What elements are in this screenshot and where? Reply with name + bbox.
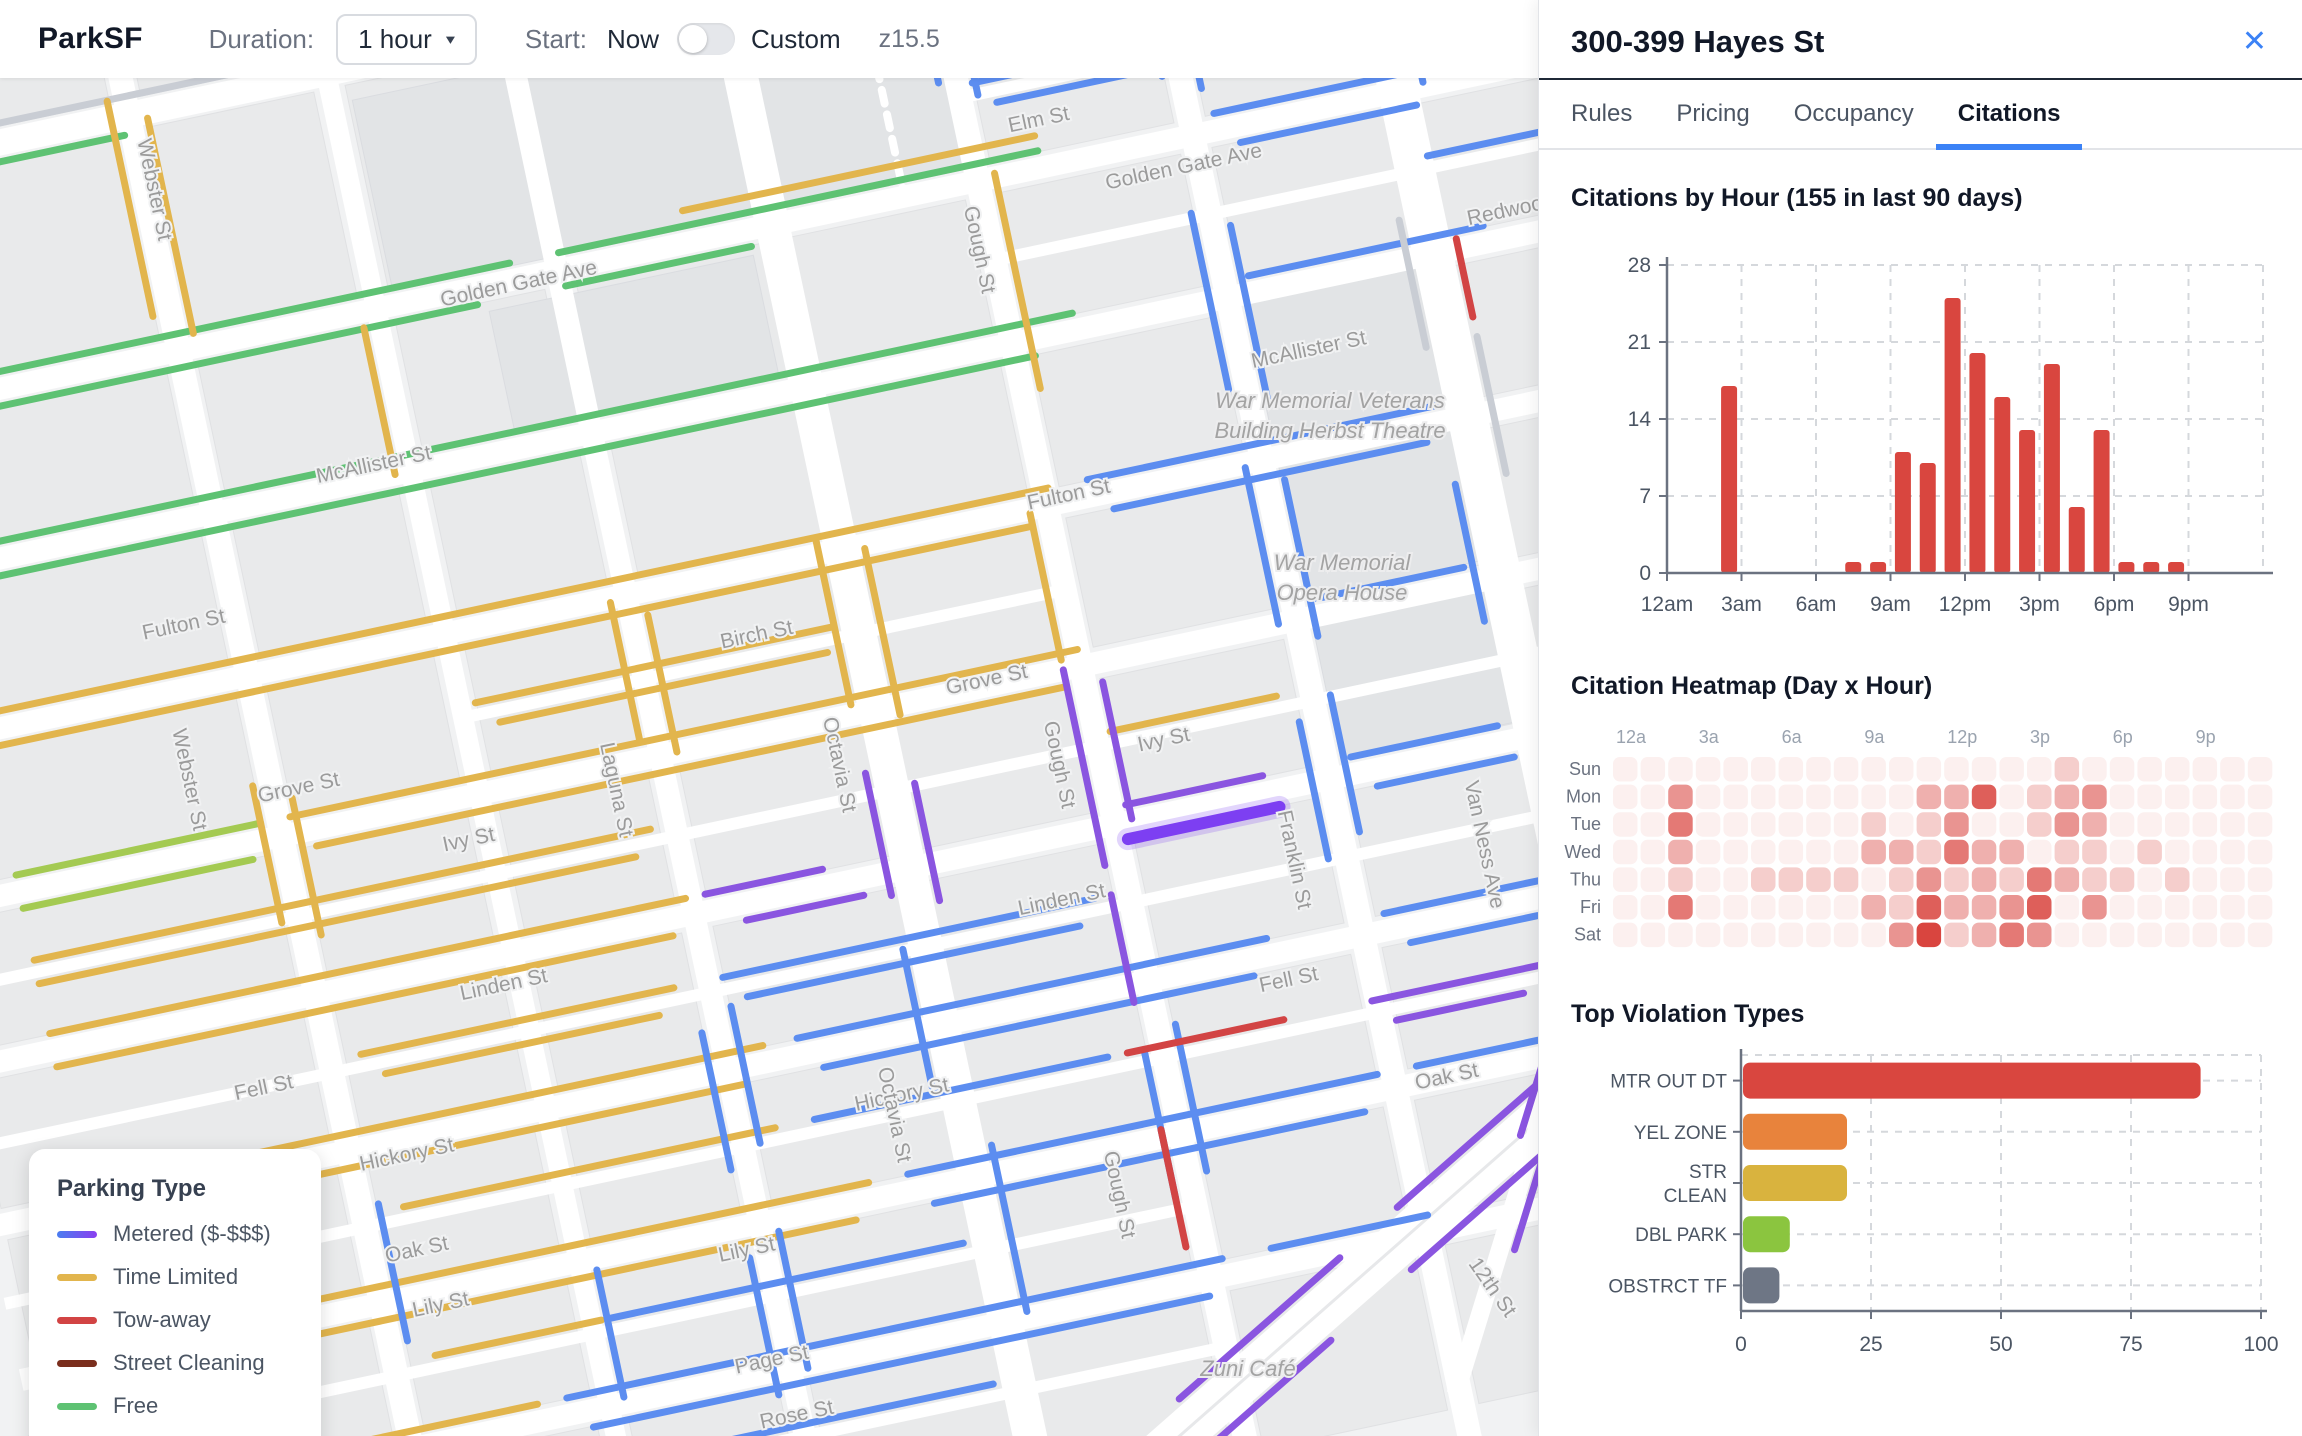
svg-text:14: 14 [1628,408,1652,431]
top-toolbar: ParkSF Duration: 1 hour ▾ Start: Now Cus… [0,0,1538,78]
svg-text:9pm: 9pm [2168,593,2209,616]
tab-rules[interactable]: Rules [1571,100,1633,127]
svg-text:12pm: 12pm [1939,593,1992,616]
svg-text:9p: 9p [2196,727,2216,747]
top-violation-types-chart: 0 25 50 75 100 MTR OUT DT YEL ZONE STR CLEAN DBL … [1539,1029,2302,1364]
panel-divider [1539,78,2302,80]
poi-label: Building Herbst Theatre [1214,418,1445,443]
svg-text:12p: 12p [1947,727,1977,747]
svg-text:6p: 6p [2113,727,2133,747]
legend-item: Tow-away [57,1307,321,1333]
poi-label: War Memorial Veterans [1215,388,1445,413]
svg-text:75: 75 [2119,1333,2142,1356]
legend-item-label: Free [113,1393,159,1418]
svg-text:12a: 12a [1616,727,1647,747]
legend-item: Free [57,1393,321,1419]
svg-text:CLEAN: CLEAN [1664,1186,1727,1207]
start-label: Start: [524,23,588,54]
legend-item-label: Metered ($-$$$) [113,1221,271,1246]
svg-text:MTR OUT DT: MTR OUT DT [1610,1072,1727,1093]
svg-text:3a: 3a [1699,727,1720,747]
map-zoom-level: z15.5 [878,24,940,53]
selected-street-segment[interactable] [1121,800,1286,846]
start-now-option[interactable]: Now [607,23,660,54]
citations-by-hour-chart: 0 7 14 21 28 12am 3am 6am 9am 12pm 3pm 6pm 9pm [1539,213,2302,638]
svg-text:Mon: Mon [1566,787,1601,807]
svg-text:25: 25 [1859,1333,1882,1356]
legend-swatch-icon [57,1316,97,1324]
svg-text:DBL PARK: DBL PARK [1635,1225,1727,1246]
svg-text:12am: 12am [1641,593,1694,616]
citations-by-hour-title: Citations by Hour (155 in last 90 days) [1571,184,2023,212]
svg-text:28: 28 [1628,254,1651,277]
poi-label: Zuni Café [1199,1356,1295,1381]
tab-occupancy[interactable]: Occupancy [1793,100,1914,127]
svg-text:Sun: Sun [1569,759,1601,779]
legend-item: Street Cleaning [57,1350,321,1376]
panel-title: 300-399 Hayes St [1571,24,1825,59]
svg-text:3p: 3p [2030,727,2050,747]
svg-text:OBSTRCT TF: OBSTRCT TF [1608,1276,1727,1297]
svg-text:Fri: Fri [1580,897,1601,917]
poi-label: War Memorial [1274,550,1412,575]
svg-text:Sat: Sat [1574,925,1601,945]
svg-text:6pm: 6pm [2094,593,2135,616]
svg-text:9am: 9am [1870,593,1911,616]
svg-text:6am: 6am [1796,593,1837,616]
close-icon[interactable]: ✕ [2241,25,2267,58]
svg-text:STR: STR [1689,1162,1727,1183]
svg-text:100: 100 [2243,1333,2278,1356]
panel-tabs: Rules Pricing Occupancy Citations [1539,80,2302,150]
svg-text:YEL ZONE: YEL ZONE [1634,1123,1727,1144]
legend-item: Time Limited [57,1264,321,1290]
legend-swatch-icon [57,1273,97,1281]
legend-swatch-icon [57,1230,97,1238]
svg-text:0: 0 [1735,1333,1747,1356]
start-time-toggle[interactable] [677,23,736,55]
chevron-down-icon: ▾ [445,30,455,47]
poi-label: Opera House [1277,580,1408,605]
tab-pricing[interactable]: Pricing [1676,100,1750,127]
duration-label: Duration: [208,23,315,54]
svg-text:Wed: Wed [1564,842,1601,862]
map-legend: Parking Type Metered ($-$$$) Time Limited… [29,1149,321,1436]
toggle-knob [679,25,708,53]
svg-text:6a: 6a [1782,727,1803,747]
svg-text:Tue: Tue [1571,814,1601,834]
legend-item-label: Time Limited [113,1264,239,1289]
duration-value: 1 hour [358,23,432,54]
legend-item-label: Street Cleaning [113,1350,265,1375]
duration-select[interactable]: 1 hour ▾ [336,13,477,65]
citation-heatmap-title: Citation Heatmap (Day x Hour) [1571,672,1933,700]
legend-swatch-icon [57,1359,97,1367]
app-logo: ParkSF [38,22,143,55]
start-custom-option[interactable]: Custom [751,23,841,54]
svg-text:50: 50 [1989,1333,2012,1356]
legend-title: Parking Type [57,1175,206,1202]
svg-text:3pm: 3pm [2019,593,2060,616]
svg-text:0: 0 [1639,562,1651,585]
svg-text:21: 21 [1628,331,1651,354]
tab-citations[interactable]: Citations [1935,80,2083,150]
legend-item: Metered ($-$$$) [57,1221,321,1247]
svg-text:7: 7 [1639,485,1651,508]
details-panel: 300-399 Hayes St ✕ Rules Pricing Occupancy… [1538,0,2302,1436]
svg-text:9a: 9a [1864,727,1885,747]
legend-swatch-icon [57,1402,97,1410]
svg-text:3am: 3am [1721,593,1762,616]
top-violation-types-title: Top Violation Types [1571,1000,1805,1028]
legend-item-label: Tow-away [113,1307,211,1332]
citation-heatmap: 12a 3a 6a 9a 12p 3p 6p 9p Sun Mon Tue Wed Thu Fri Sat [1539,701,2302,966]
svg-text:Thu: Thu [1570,869,1601,889]
